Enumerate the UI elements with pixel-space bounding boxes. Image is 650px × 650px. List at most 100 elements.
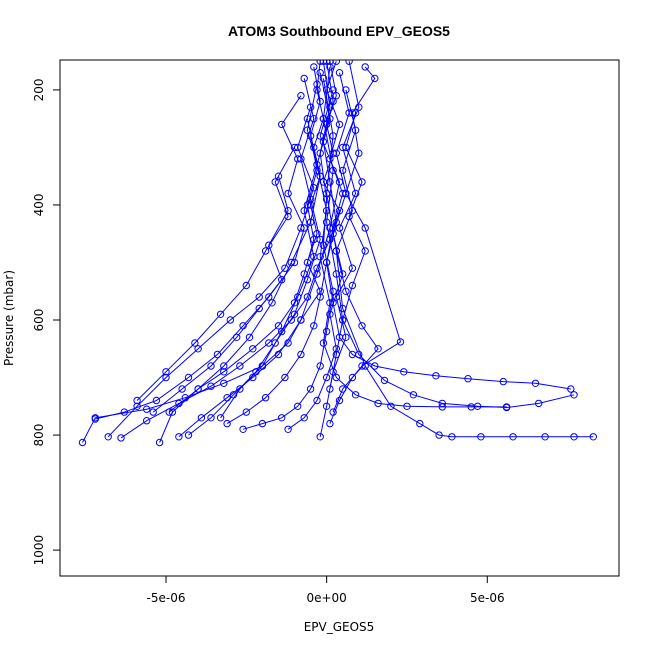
data-point: [252, 368, 260, 376]
data-point: [313, 80, 321, 88]
data-point: [313, 230, 321, 238]
data-point: [432, 372, 440, 380]
data-point: [319, 60, 328, 65]
x-axis-label: EPV_GEOS5: [304, 620, 375, 634]
data-point: [268, 299, 276, 307]
data-point: [322, 373, 331, 382]
series-17: [239, 60, 337, 433]
series-line: [136, 147, 295, 401]
data-point: [380, 376, 389, 385]
data-point: [326, 385, 334, 393]
data-point: [345, 60, 353, 65]
y-axis: 200 400 600 800 1000: [32, 78, 61, 565]
data-point: [403, 402, 411, 410]
x-tick-label: 0e+00: [306, 591, 346, 605]
data-point: [477, 433, 485, 441]
data-point: [342, 287, 350, 295]
data-point: [117, 434, 125, 442]
data-point: [332, 247, 340, 255]
data-point: [335, 120, 344, 129]
data-point: [313, 396, 321, 405]
data-point: [322, 218, 331, 226]
data-point: [409, 391, 418, 399]
data-point: [351, 109, 360, 117]
data-point: [274, 350, 283, 359]
data-point: [541, 433, 549, 441]
data-point: [290, 310, 299, 318]
data-point: [535, 399, 543, 408]
data-point: [191, 339, 199, 347]
data-point: [278, 327, 286, 336]
data-point: [258, 419, 267, 428]
data-point: [290, 143, 299, 152]
y-tick-label: 400: [32, 194, 46, 217]
data-point: [242, 408, 251, 416]
data-point: [274, 322, 283, 330]
data-point: [335, 69, 344, 77]
data-point: [297, 224, 305, 232]
data-point: [316, 235, 324, 244]
data-point: [355, 350, 363, 359]
data-point: [242, 281, 251, 290]
data-point: [178, 385, 186, 393]
data-point: [184, 431, 193, 439]
data-point: [316, 69, 324, 77]
data-point: [335, 396, 344, 405]
series-1: [78, 60, 328, 447]
data-point: [332, 60, 340, 65]
y-tick-label: 200: [32, 78, 46, 101]
data-point: [351, 126, 360, 134]
data-point: [249, 373, 257, 382]
data-point: [589, 433, 597, 441]
data-point: [143, 405, 151, 413]
data-point: [316, 362, 324, 370]
series-line: [159, 66, 321, 443]
data-point: [236, 362, 244, 370]
data-point: [229, 391, 238, 399]
data-point: [255, 304, 263, 313]
data-point: [438, 403, 446, 411]
data-point: [271, 339, 279, 347]
data-point: [290, 299, 299, 307]
data-point: [567, 385, 575, 393]
y-axis-label: Pressure (mbar): [2, 270, 16, 366]
data-point: [502, 403, 511, 411]
y-tick-label: 600: [32, 309, 46, 332]
data-point: [361, 247, 369, 255]
data-point: [265, 293, 273, 301]
data-point: [348, 264, 357, 272]
series-line: [316, 72, 507, 408]
data-point: [416, 419, 424, 428]
data-point: [342, 333, 350, 341]
series-line: [242, 61, 334, 430]
data-point: [249, 345, 257, 353]
data-point: [322, 86, 331, 94]
data-point: [326, 115, 334, 123]
data-point: [143, 417, 151, 425]
data-point: [374, 399, 382, 408]
data-point: [149, 408, 157, 416]
data-point: [326, 419, 334, 428]
y-tick-label: 800: [32, 424, 46, 447]
data-point: [322, 327, 331, 336]
data-point: [300, 207, 308, 215]
series-line: [120, 61, 341, 439]
data-point: [361, 63, 369, 71]
data-point: [216, 414, 225, 422]
data-point: [284, 425, 292, 433]
data-point: [326, 63, 334, 71]
data-point: [313, 270, 321, 278]
data-point: [165, 408, 173, 416]
data-point: [297, 92, 305, 100]
data-point: [274, 172, 283, 180]
data-point: [120, 408, 129, 416]
data-point: [329, 368, 337, 376]
data-point: [326, 155, 334, 163]
data-point: [278, 120, 286, 129]
series-18: [326, 86, 382, 428]
data-point: [316, 293, 324, 301]
data-point: [358, 322, 366, 330]
data-point: [316, 149, 324, 157]
data-point: [448, 433, 456, 441]
data-point: [332, 373, 340, 382]
